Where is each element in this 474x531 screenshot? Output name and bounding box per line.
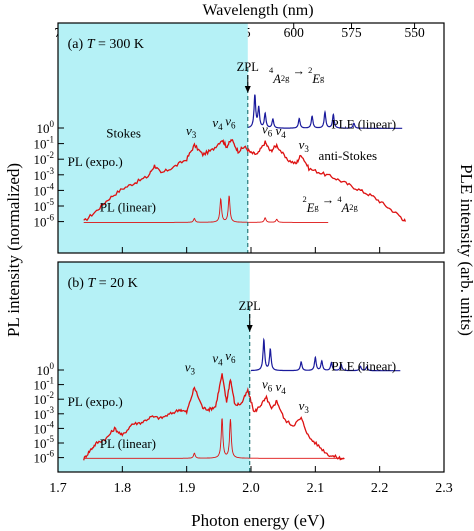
nu-label-stokes: ν6 <box>225 348 236 365</box>
transition-upper: 4A2g → 2Eg <box>269 64 325 86</box>
pl-expo-label: PL (expo.) <box>68 394 123 409</box>
ple-linear-label: PLE (linear) <box>331 116 396 131</box>
nu-label-stokes: ν4 <box>212 115 223 132</box>
panel-a: (a) T = 300 K 10010-110-210-310-410-510-6… <box>34 22 445 254</box>
y-tick-label: 10-6 <box>34 449 55 466</box>
nu-label-anti: ν3 <box>299 398 310 415</box>
pl-expo-line <box>83 373 345 461</box>
bottom-axis-ticks: 1.7 1.8 1.9 2.0 2.1 2.2 2.3 <box>49 481 453 496</box>
nu-label-anti: ν4 <box>275 379 286 396</box>
x-tick-label-2.1: 2.1 <box>307 481 325 496</box>
pl-expo-line <box>83 138 407 222</box>
x-tick-label-2.0: 2.0 <box>242 481 260 496</box>
x-tick-label-1.9: 1.9 <box>178 481 196 496</box>
stokes-label: Stokes <box>106 125 141 140</box>
y-tick-label: 10-2 <box>34 150 55 167</box>
pl-linear-line <box>83 195 329 223</box>
zpl-arrow-head <box>246 325 253 332</box>
y-tick-label: 10-4 <box>34 181 55 198</box>
x-tick-label-2.2: 2.2 <box>371 481 389 496</box>
pl-expo-label: PL (expo.) <box>68 154 123 169</box>
y-tick-label: 10-6 <box>34 213 55 230</box>
y-tick-label: 10-5 <box>34 197 55 214</box>
nu-label-anti: ν3 <box>299 137 310 154</box>
zpl-label: ZPL <box>237 60 259 74</box>
y-left-axis-title: PL intensity (normalized) <box>4 163 23 337</box>
y-tick-label: 100 <box>37 119 55 136</box>
panel-label: (b) T = 20 K <box>68 276 138 291</box>
x-tick-label-1.7: 1.7 <box>49 481 67 496</box>
top-tick-label-550: 550 <box>404 25 425 40</box>
y-tick-label: 10-1 <box>34 135 55 152</box>
top-tick-label-575: 575 <box>341 25 362 40</box>
pl-linear-line <box>83 418 345 459</box>
nu-label-stokes: ν3 <box>185 359 196 376</box>
zpl-label: ZPL <box>239 299 261 313</box>
panel-frame <box>57 22 445 254</box>
pl-linear-label: PL (linear) <box>100 436 156 451</box>
stokes-shade <box>58 262 250 472</box>
ple-linear-line <box>247 94 403 129</box>
x-tick-label-2.3: 2.3 <box>435 481 453 496</box>
nu-label-stokes: ν6 <box>225 114 236 131</box>
stokes-shade <box>58 23 248 253</box>
x-axis-title: Photon energy (eV) <box>191 511 325 530</box>
panel-frame <box>57 261 445 473</box>
panel-label: (a) T = 300 K <box>68 37 144 52</box>
nu-label-anti: ν4 <box>275 123 286 140</box>
y-tick-label: 10-3 <box>34 166 55 183</box>
top-axis-title: Wavelength (nm) <box>202 2 313 19</box>
zpl-arrow-head <box>244 86 251 93</box>
nu-label-stokes: ν3 <box>186 123 197 140</box>
transition-lower: 2Eg → 4A2g <box>302 193 358 215</box>
top-tick-label-600: 600 <box>284 25 305 40</box>
y-right-axis-title: PLE intensity (arb. units) <box>457 164 474 336</box>
ple-linear-line <box>251 337 401 372</box>
pl-linear-label: PL (linear) <box>100 199 156 214</box>
panel-b: (b) T = 20 K10010-110-210-310-410-510-6Z… <box>34 261 445 473</box>
anti-stokes-label: anti-Stokes <box>319 148 378 163</box>
x-tick-label-1.8: 1.8 <box>114 481 132 496</box>
nu-label-anti: ν6 <box>262 121 273 138</box>
nu-label-stokes: ν4 <box>212 351 223 368</box>
nu-label-anti: ν6 <box>262 376 273 393</box>
ple-linear-label: PLE (linear) <box>331 359 396 374</box>
